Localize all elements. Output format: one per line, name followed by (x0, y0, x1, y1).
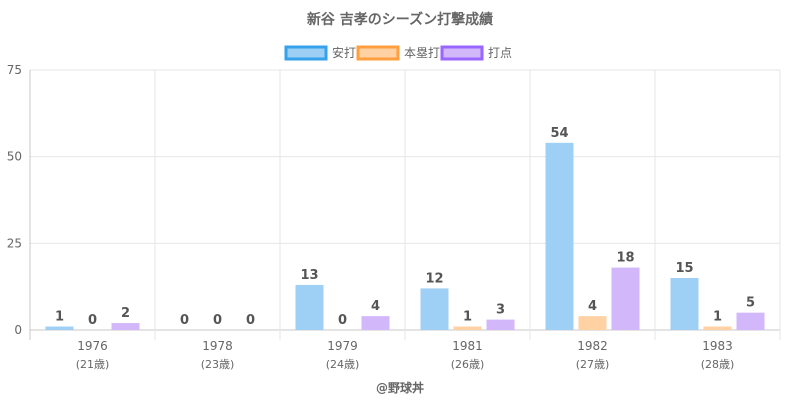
chart-title: 新谷 吉孝のシーズン打撃成績 (307, 11, 493, 28)
y-tick-label: 50 (7, 150, 22, 164)
x-tick-label: 1979 (327, 339, 358, 353)
bar-1983-0 (670, 278, 699, 330)
bar-1982-1 (578, 316, 607, 330)
bars (45, 142, 765, 330)
x-tick-label: 1983 (702, 339, 733, 353)
data-label-1982-2: 18 (616, 251, 634, 266)
data-label-1979-0: 13 (300, 268, 318, 283)
x-tick-label: 1982 (577, 339, 608, 353)
bar-1981-0 (420, 288, 449, 330)
bar-1979-2 (361, 316, 390, 330)
data-label-1979-2: 4 (371, 299, 380, 314)
data-label-1979-1: 0 (338, 313, 347, 328)
data-label-1983-0: 15 (675, 261, 693, 276)
x-tick-label: 1981 (452, 339, 483, 353)
data-label-1978-1: 0 (213, 313, 222, 328)
bar-1983-1 (703, 326, 732, 330)
x-tick-sublabel: (24歳) (326, 358, 360, 371)
y-tick-label: 75 (7, 63, 22, 77)
x-tick-sublabel: (28歳) (701, 358, 735, 371)
data-label-1982-0: 54 (550, 126, 568, 141)
bar-1982-2 (611, 267, 640, 330)
bar-1981-2 (486, 319, 515, 330)
legend-label-0[interactable]: 安打 (332, 45, 356, 60)
data-label-1983-1: 1 (713, 310, 722, 325)
data-label-1976-0: 1 (55, 310, 64, 325)
x-tick-label: 1978 (202, 339, 233, 353)
y-tick-label: 0 (14, 323, 22, 337)
data-label-1983-2: 5 (746, 296, 755, 311)
data-label-1981-2: 3 (496, 303, 505, 318)
data-label-1982-1: 4 (588, 299, 597, 314)
x-tick-sublabel: (21歳) (76, 358, 110, 371)
y-axis-ticks: 0 25 50 75 (7, 63, 22, 337)
x-tick-sublabel: (23歳) (201, 358, 235, 371)
x-tick-label: 1976 (77, 339, 108, 353)
data-label-1981-1: 1 (463, 310, 472, 325)
data-label-1978-0: 0 (180, 313, 189, 328)
bar-1979-0 (295, 284, 324, 330)
credit-text: @野球丼 (376, 380, 424, 395)
legend-swatch-0[interactable] (284, 45, 328, 61)
x-axis-ticks: 1976 (21歳) 1978 (23歳) 1979 (24歳) 1981 (26歳) 1982… (76, 339, 735, 371)
legend-swatch-2[interactable] (440, 45, 484, 61)
legend-label-2[interactable]: 打点 (488, 46, 512, 60)
bar-1982-0 (545, 142, 574, 330)
x-tick-sublabel: (27歳) (576, 358, 610, 371)
bar-1976-2 (111, 323, 140, 330)
bar-1976-0 (45, 326, 74, 330)
legend-label-1[interactable]: 本塁打 (404, 46, 440, 60)
x-tick-sublabel: (26歳) (451, 358, 485, 371)
legend[interactable]: 安打 本塁打 打点 (284, 45, 512, 61)
data-label-1978-2: 0 (246, 313, 255, 328)
data-label-1981-0: 12 (425, 271, 443, 286)
bar-1981-1 (453, 326, 482, 330)
legend-swatch-1[interactable] (356, 45, 400, 61)
bar-1983-2 (736, 312, 765, 330)
y-tick-label: 25 (7, 236, 22, 250)
data-label-1976-2: 2 (121, 306, 130, 321)
grid-lines (29, 69, 781, 340)
data-label-1976-1: 0 (88, 313, 97, 328)
